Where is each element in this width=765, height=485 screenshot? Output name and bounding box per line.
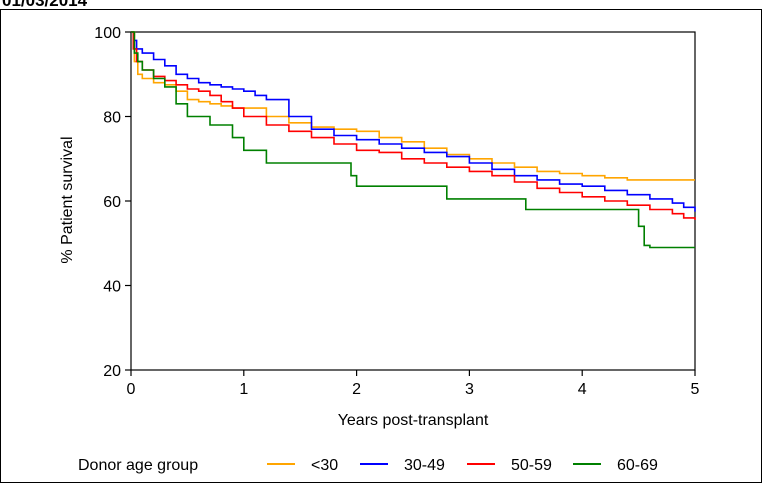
series-line-3: [131, 31, 696, 220]
tick-labels: 0 1 2 3 4 5 20 40 60 80 100: [94, 25, 699, 398]
header-text: 01/03/2014: [2, 0, 88, 10]
series-line-2: [131, 31, 696, 212]
legend: Donor age group <30 30-49 50-59 60-69: [78, 457, 658, 474]
x-tick-label: 2: [352, 381, 361, 398]
x-tick-label: 5: [691, 381, 700, 398]
x-tick-label: 0: [127, 381, 136, 398]
y-tick-label: 80: [103, 110, 121, 127]
x-axis-label: Years post-transplant: [338, 412, 489, 429]
series-line-1: [131, 31, 695, 181]
y-tick-label: 100: [94, 25, 121, 42]
legend-label: 60-69: [617, 457, 658, 474]
legend-label: <30: [311, 457, 338, 474]
legend-title: Donor age group: [78, 457, 198, 474]
legend-label: 30-49: [404, 457, 445, 474]
series-lines: [131, 31, 696, 249]
x-tick-label: 3: [465, 381, 474, 398]
legend-label: 50-59: [511, 457, 552, 474]
x-tick-label: 1: [239, 381, 248, 398]
y-tick-label: 20: [103, 363, 121, 380]
x-tick-label: 4: [578, 381, 587, 398]
y-tick-label: 60: [103, 194, 121, 211]
y-tick-label: 40: [103, 279, 121, 296]
y-axis-label: % Patient survival: [59, 136, 76, 263]
axes: [125, 31, 696, 376]
series-line-4: [131, 31, 695, 249]
chart-frame: [0, 9, 762, 483]
